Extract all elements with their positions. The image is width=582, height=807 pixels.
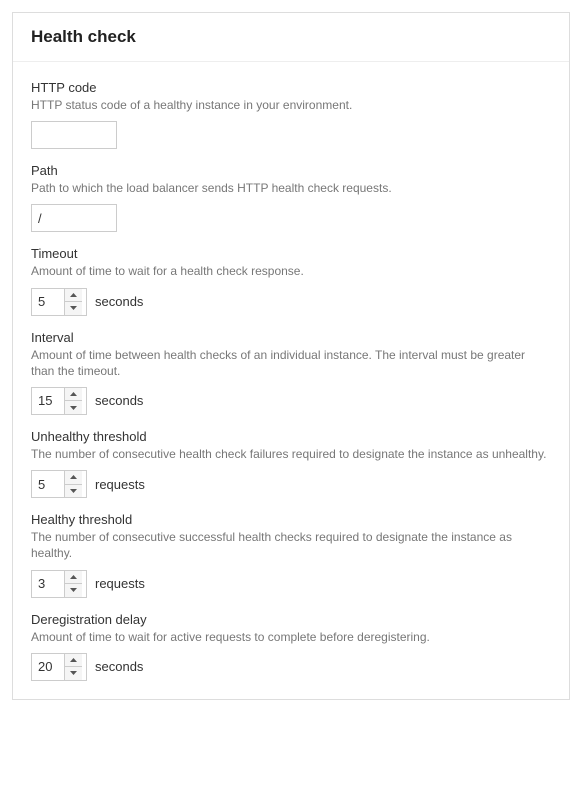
healthy-control: requests	[31, 570, 551, 598]
timeout-control: seconds	[31, 288, 551, 316]
unhealthy-spinner[interactable]	[31, 470, 87, 498]
unhealthy-stepper	[64, 471, 82, 497]
timeout-desc: Amount of time to wait for a health chec…	[31, 263, 551, 279]
dereg-spinner[interactable]	[31, 653, 87, 681]
interval-label: Interval	[31, 330, 551, 345]
http-code-input[interactable]	[31, 121, 117, 149]
healthy-step-down[interactable]	[65, 584, 82, 597]
chevron-up-icon	[70, 475, 77, 479]
panel-body: HTTP code HTTP status code of a healthy …	[13, 62, 569, 699]
timeout-step-down[interactable]	[65, 302, 82, 315]
healthy-unit: requests	[95, 576, 145, 591]
unhealthy-desc: The number of consecutive health check f…	[31, 446, 551, 462]
path-input[interactable]	[31, 204, 117, 232]
field-interval: Interval Amount of time between health c…	[31, 330, 551, 415]
chevron-up-icon	[70, 392, 77, 396]
field-path: Path Path to which the load balancer sen…	[31, 163, 551, 232]
dereg-label: Deregistration delay	[31, 612, 551, 627]
timeout-step-up[interactable]	[65, 289, 82, 303]
path-label: Path	[31, 163, 551, 178]
timeout-label: Timeout	[31, 246, 551, 261]
interval-step-up[interactable]	[65, 388, 82, 402]
unhealthy-control: requests	[31, 470, 551, 498]
dereg-stepper	[64, 654, 82, 680]
health-check-panel: Health check HTTP code HTTP status code …	[12, 12, 570, 700]
interval-value[interactable]	[32, 388, 64, 414]
healthy-spinner[interactable]	[31, 570, 87, 598]
interval-unit: seconds	[95, 393, 143, 408]
field-http-code: HTTP code HTTP status code of a healthy …	[31, 80, 551, 149]
chevron-down-icon	[70, 489, 77, 493]
dereg-unit: seconds	[95, 659, 143, 674]
field-healthy-threshold: Healthy threshold The number of consecut…	[31, 512, 551, 597]
http-code-desc: HTTP status code of a healthy instance i…	[31, 97, 551, 113]
path-desc: Path to which the load balancer sends HT…	[31, 180, 551, 196]
http-code-label: HTTP code	[31, 80, 551, 95]
timeout-spinner[interactable]	[31, 288, 87, 316]
healthy-stepper	[64, 571, 82, 597]
interval-desc: Amount of time between health checks of …	[31, 347, 551, 379]
dereg-desc: Amount of time to wait for active reques…	[31, 629, 551, 645]
healthy-value[interactable]	[32, 571, 64, 597]
chevron-down-icon	[70, 588, 77, 592]
chevron-down-icon	[70, 406, 77, 410]
healthy-desc: The number of consecutive successful hea…	[31, 529, 551, 561]
chevron-up-icon	[70, 293, 77, 297]
timeout-unit: seconds	[95, 294, 143, 309]
interval-step-down[interactable]	[65, 401, 82, 414]
panel-title: Health check	[31, 27, 551, 47]
dereg-value[interactable]	[32, 654, 64, 680]
unhealthy-label: Unhealthy threshold	[31, 429, 551, 444]
unhealthy-unit: requests	[95, 477, 145, 492]
chevron-up-icon	[70, 575, 77, 579]
panel-header: Health check	[13, 13, 569, 62]
healthy-step-up[interactable]	[65, 571, 82, 585]
interval-stepper	[64, 388, 82, 414]
chevron-up-icon	[70, 658, 77, 662]
timeout-value[interactable]	[32, 289, 64, 315]
unhealthy-value[interactable]	[32, 471, 64, 497]
chevron-down-icon	[70, 306, 77, 310]
timeout-stepper	[64, 289, 82, 315]
dereg-control: seconds	[31, 653, 551, 681]
field-deregistration-delay: Deregistration delay Amount of time to w…	[31, 612, 551, 681]
unhealthy-step-down[interactable]	[65, 485, 82, 498]
unhealthy-step-up[interactable]	[65, 471, 82, 485]
dereg-step-up[interactable]	[65, 654, 82, 668]
chevron-down-icon	[70, 671, 77, 675]
field-timeout: Timeout Amount of time to wait for a hea…	[31, 246, 551, 315]
field-unhealthy-threshold: Unhealthy threshold The number of consec…	[31, 429, 551, 498]
interval-spinner[interactable]	[31, 387, 87, 415]
healthy-label: Healthy threshold	[31, 512, 551, 527]
dereg-step-down[interactable]	[65, 667, 82, 680]
interval-control: seconds	[31, 387, 551, 415]
